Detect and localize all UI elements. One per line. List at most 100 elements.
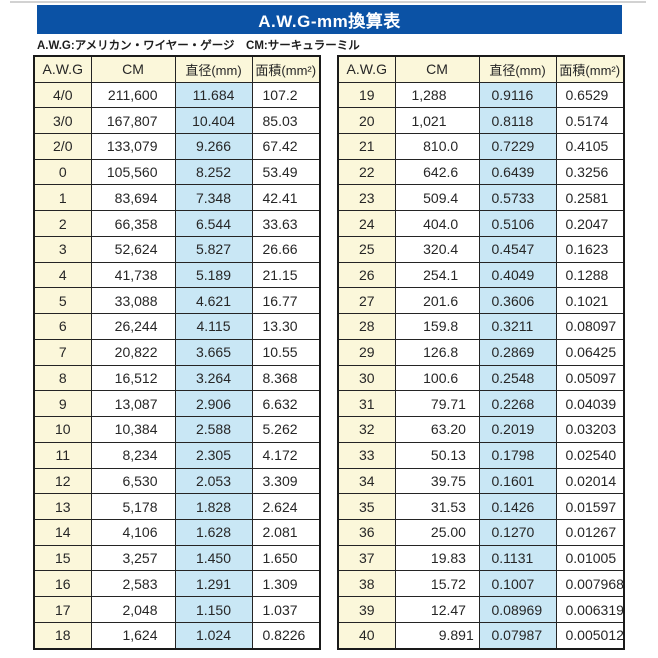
diameter-cell: 2.305 <box>174 441 253 469</box>
cm-cell: 6,530 <box>90 467 176 495</box>
cm-cell: 16,512 <box>90 364 176 392</box>
diameter-cell: 1.828 <box>174 493 253 520</box>
cm-cell: 810.0 <box>394 132 480 160</box>
cm-cell: 25.00 <box>394 518 480 546</box>
cm-cell: 3,257 <box>90 544 176 572</box>
cm-cell: 15.72 <box>394 570 480 598</box>
header-row: A.W.G CM 直径(mm) 面積(mm²) <box>337 55 625 83</box>
awg-cell: 5 <box>33 287 92 315</box>
awg-cell: 3/0 <box>33 107 92 134</box>
diameter-cell: 3.264 <box>174 364 253 392</box>
awg-cell: 11 <box>33 441 92 469</box>
diameter-cell: 1.450 <box>174 544 253 572</box>
diameter-cell: 0.2869 <box>478 338 557 366</box>
awg-cell: 37 <box>337 544 396 572</box>
right-table-header: A.W.G CM 直径(mm) 面積(mm²) <box>337 55 625 83</box>
cm-cell: 33,088 <box>90 287 176 315</box>
area-cell: 0.02540 <box>555 441 625 469</box>
diameter-cell: 10.404 <box>174 107 253 134</box>
cm-cell: 1,624 <box>90 621 176 650</box>
area-cell: 26.66 <box>251 235 321 263</box>
awg-table-right: A.W.G CM 直径(mm) 面積(mm²) 19 1,288 0.9116 0.6… <box>337 55 625 650</box>
area-cell: 0.2581 <box>555 184 625 212</box>
col-header-diameter: 直径(mm) <box>174 55 253 83</box>
table-row: 28 159.8 0.3211 0.08097 <box>337 313 625 340</box>
area-cell: 21.15 <box>251 261 321 289</box>
table-row: 13 5,178 1.828 2.624 <box>33 493 321 520</box>
col-header-cm: CM <box>90 55 176 83</box>
awg-cell: 23 <box>337 184 396 212</box>
area-cell: 0.1021 <box>555 287 625 315</box>
col-header-diameter: 直径(mm) <box>478 55 557 83</box>
awg-cell: 39 <box>337 596 396 623</box>
awg-cell: 35 <box>337 493 396 520</box>
diameter-cell: 0.1131 <box>478 544 557 572</box>
table-row: 17 2,048 1.150 1.037 <box>33 596 321 623</box>
diameter-cell: 0.2268 <box>478 390 557 418</box>
table-row: 20 1,021 0.8118 0.5174 <box>337 107 625 134</box>
cm-cell: 39.75 <box>394 467 480 495</box>
table-row: 12 6,530 2.053 3.309 <box>33 467 321 495</box>
diameter-cell: 4.621 <box>174 287 253 315</box>
area-cell: 0.01267 <box>555 518 625 546</box>
area-cell: 0.04039 <box>555 390 625 418</box>
area-cell: 0.007968 <box>555 570 625 598</box>
diameter-cell: 0.8118 <box>478 107 557 134</box>
diameter-cell: 0.3606 <box>478 287 557 315</box>
area-cell: 85.03 <box>251 107 321 134</box>
area-cell: 0.06425 <box>555 338 625 366</box>
area-cell: 6.632 <box>251 390 321 418</box>
awg-cell: 0 <box>33 158 92 186</box>
awg-cell: 9 <box>33 390 92 418</box>
diameter-cell: 8.252 <box>174 158 253 186</box>
table-row: 4 41,738 5.189 21.15 <box>33 261 321 289</box>
diameter-cell: 0.6439 <box>478 158 557 186</box>
area-cell: 2.081 <box>251 518 321 546</box>
awg-cell: 19 <box>337 81 396 109</box>
table-row: 32 63.20 0.2019 0.03203 <box>337 416 625 443</box>
awg-cell: 16 <box>33 570 92 598</box>
diameter-cell: 0.4049 <box>478 261 557 289</box>
awg-cell: 12 <box>33 467 92 495</box>
cm-cell: 52,624 <box>90 235 176 263</box>
area-cell: 5.262 <box>251 416 321 443</box>
area-cell: 42.41 <box>251 184 321 212</box>
col-header-cm: CM <box>394 55 480 83</box>
cm-cell: 105,560 <box>90 158 176 186</box>
table-row: 30 100.6 0.2548 0.05097 <box>337 364 625 392</box>
awg-cell: 29 <box>337 338 396 366</box>
table-row: 27 201.6 0.3606 0.1021 <box>337 287 625 315</box>
diameter-cell: 0.2548 <box>478 364 557 392</box>
awg-cell: 10 <box>33 416 92 443</box>
area-cell: 67.42 <box>251 132 321 160</box>
table-row: 25 320.4 0.4547 0.1623 <box>337 235 625 263</box>
table-row: 0 105,560 8.252 53.49 <box>33 158 321 186</box>
area-cell: 107.2 <box>251 81 321 109</box>
table-row: 39 12.47 0.08969 0.006319 <box>337 596 625 623</box>
col-header-area: 面積(mm²) <box>555 55 625 83</box>
area-cell: 0.05097 <box>555 364 625 392</box>
table-row: 19 1,288 0.9116 0.6529 <box>337 81 625 109</box>
area-cell: 0.08097 <box>555 313 625 340</box>
cm-cell: 2,583 <box>90 570 176 598</box>
awg-cell: 8 <box>33 364 92 392</box>
cm-cell: 404.0 <box>394 210 480 237</box>
awg-cell: 38 <box>337 570 396 598</box>
area-cell: 13.30 <box>251 313 321 340</box>
diameter-cell: 1.024 <box>174 621 253 650</box>
area-cell: 1.650 <box>251 544 321 572</box>
cm-cell: 50.13 <box>394 441 480 469</box>
awg-cell: 30 <box>337 364 396 392</box>
awg-cell: 14 <box>33 518 92 546</box>
table-row: 40 9.891 0.07987 0.005012 <box>337 621 625 650</box>
awg-cell: 27 <box>337 287 396 315</box>
cm-cell: 19.83 <box>394 544 480 572</box>
table-row: 33 50.13 0.1798 0.02540 <box>337 441 625 469</box>
cm-cell: 41,738 <box>90 261 176 289</box>
diameter-cell: 0.1426 <box>478 493 557 520</box>
cm-cell: 66,358 <box>90 210 176 237</box>
cm-cell: 100.6 <box>394 364 480 392</box>
area-cell: 3.309 <box>251 467 321 495</box>
table-row: 15 3,257 1.450 1.650 <box>33 544 321 572</box>
